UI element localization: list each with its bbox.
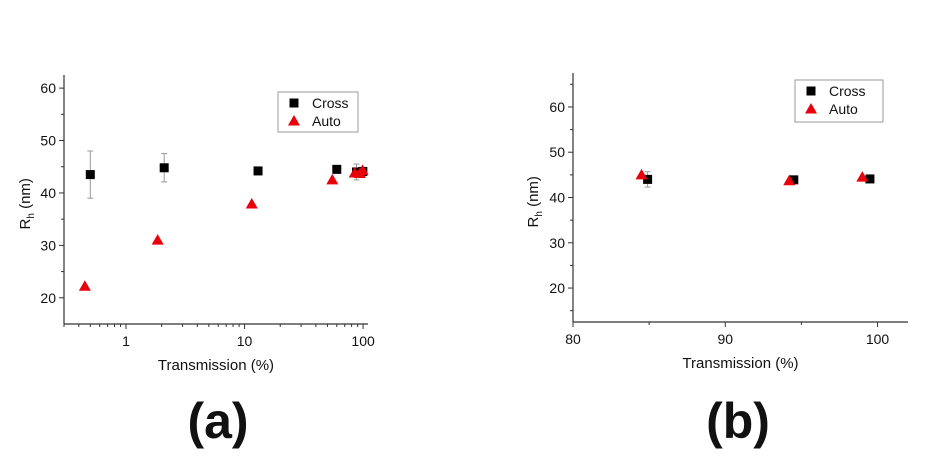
data-point-auto — [635, 168, 648, 180]
legend-marker-auto — [805, 103, 817, 114]
x-tick-label: 1 — [122, 333, 130, 349]
y-tick-label: 60 — [40, 80, 56, 96]
x-tick-label: 80 — [565, 331, 581, 347]
data-point-cross — [643, 174, 653, 184]
data-point-auto — [783, 174, 796, 186]
legend-label-cross: Cross — [312, 95, 349, 111]
data-point-cross — [865, 174, 875, 184]
y-tick-label: 50 — [40, 133, 56, 149]
panel-label: (b) — [706, 393, 770, 449]
y-label-main: R — [17, 219, 34, 230]
y-label-sub: h — [534, 211, 545, 217]
data-point-auto — [356, 164, 369, 175]
legend: Cross Auto — [794, 79, 884, 123]
y-label-unit: (nm) — [17, 178, 34, 213]
data-point-cross — [332, 164, 342, 174]
x-axis-label: Transmission (%) — [682, 355, 798, 372]
data-point-auto — [151, 234, 164, 245]
y-tick-label: 50 — [549, 144, 565, 160]
data-point-auto — [326, 173, 339, 185]
y-tick-label: 20 — [40, 290, 56, 306]
legend-label-cross: Cross — [829, 83, 866, 99]
series-auto — [635, 168, 869, 186]
legend-marker-cross — [289, 98, 299, 108]
data-point-auto — [856, 171, 869, 182]
legend: Cross Auto — [277, 91, 359, 133]
data-point-cross — [253, 166, 263, 176]
x-tick-label: 10 — [237, 333, 253, 349]
y-label-unit: (nm) — [525, 176, 542, 211]
y-axis-label: Rh (nm) — [525, 176, 545, 227]
y-label-sub: h — [26, 213, 37, 219]
y-tick-label: 20 — [549, 280, 565, 296]
x-axis-label: Transmission (%) — [158, 357, 274, 374]
data-point-cross — [85, 170, 95, 180]
x-tick-label: 100 — [351, 333, 375, 349]
y-tick-label: 60 — [549, 99, 565, 115]
y-label-main: R — [525, 217, 542, 228]
y-tick-label: 30 — [549, 235, 565, 251]
data-point-cross — [159, 163, 169, 173]
y-tick-label: 30 — [40, 237, 56, 253]
x-tick-label: 90 — [717, 331, 733, 347]
y-tick-label: 40 — [40, 185, 56, 201]
panel-b: 20 30 40 50 60 80 90 100 Transmission (%) Rh (nm)… — [525, 73, 908, 449]
legend-marker-cross — [806, 86, 816, 96]
legend-label-auto: Auto — [829, 101, 858, 117]
series-cross — [643, 171, 875, 188]
x-tick-label: 100 — [866, 331, 890, 347]
data-point-auto — [78, 280, 91, 291]
panel-label: (a) — [187, 393, 248, 449]
y-tick-label: 40 — [549, 190, 565, 206]
series-auto — [78, 164, 369, 291]
data-point-auto — [245, 197, 258, 209]
panel-a: 20 30 40 50 60 1 10 100 Transmission (%) Rh (nm) C… — [17, 75, 375, 449]
legend-label-auto: Auto — [312, 113, 341, 129]
y-axis-label: Rh (nm) — [17, 178, 37, 229]
legend-marker-auto — [288, 115, 300, 126]
series-cross — [85, 150, 368, 199]
data-point-cross — [789, 175, 799, 185]
